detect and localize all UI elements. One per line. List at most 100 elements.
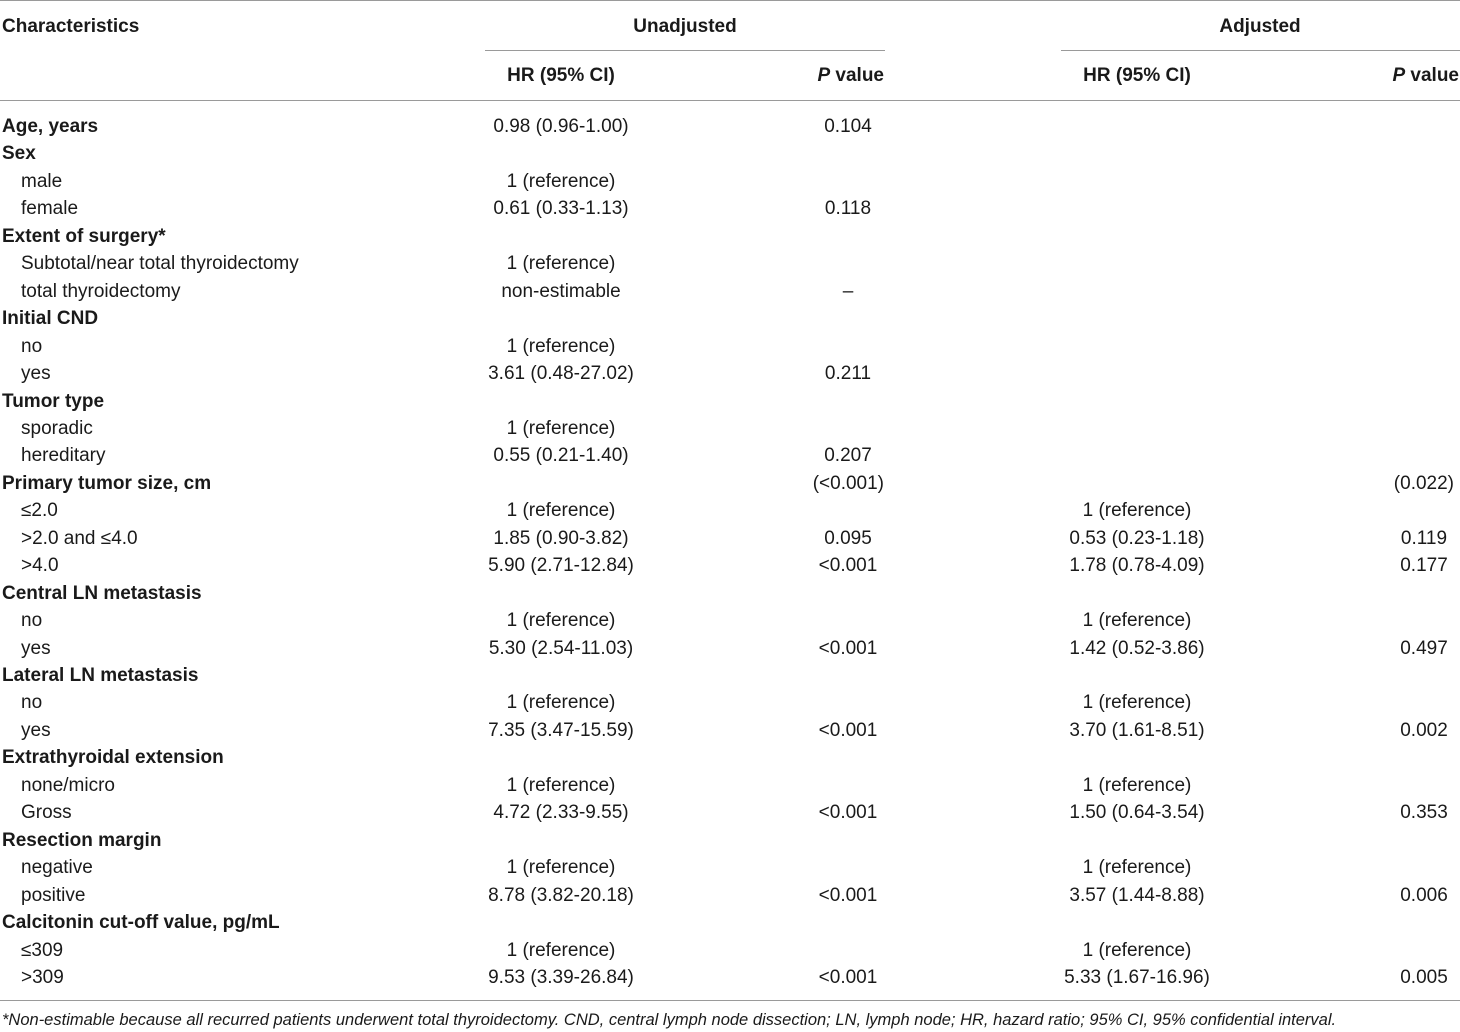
- unadjusted-hr-cell: 5.30 (2.54-11.03): [488, 637, 634, 659]
- table-bottom-rule: [0, 1000, 1460, 1001]
- row-category-label: Extrathyroidal extension: [2, 747, 224, 769]
- unadjusted-hr-cell: 0.98 (0.96-1.00): [493, 116, 629, 137]
- row-sub-label: female: [21, 198, 79, 220]
- row-category-label: Age, years: [2, 116, 99, 137]
- unadjusted-group-rule: [485, 50, 885, 51]
- adjusted-hr-cell: 1 (reference): [1082, 857, 1192, 879]
- unadjusted-hr-cell: non-estimable: [501, 280, 621, 302]
- unadjusted-hr-cell: 1 (reference): [506, 857, 616, 879]
- row-sub-label: negative: [21, 857, 93, 879]
- row-sub-label: Gross: [21, 802, 72, 824]
- adjusted-p-cell: 0.177: [1400, 555, 1448, 577]
- unadjusted-hr-cell: 9.53 (3.39-26.84): [488, 966, 634, 988]
- row-category-label: Central LN metastasis: [2, 582, 202, 604]
- row-sub-label: ≤2.0: [21, 500, 58, 522]
- row-sub-label: yes: [21, 363, 51, 385]
- adjusted-group-rule: [1061, 50, 1460, 51]
- unadjusted-p-cell: <0.001: [818, 966, 878, 988]
- row-sub-label: Subtotal/near total thyroidectomy: [21, 253, 299, 275]
- adjusted-hr-cell: 3.57 (1.44-8.88): [1069, 884, 1205, 906]
- footnote: *Non-estimable because all recurred pati…: [2, 1011, 1337, 1029]
- row-sub-label: yes: [21, 719, 51, 741]
- row-sub-label: no: [21, 335, 43, 357]
- unadjusted-p-cell: 0.095: [824, 527, 872, 549]
- unadjusted-p-cell: <0.001: [818, 637, 878, 659]
- unadjusted-hr-cell: 1 (reference): [506, 253, 616, 275]
- unadjusted-hr-cell: 0.61 (0.33-1.13): [493, 198, 629, 220]
- adjusted-p-cell: 0.006: [1400, 884, 1448, 906]
- row-sub-label: >2.0 and ≤4.0: [21, 527, 138, 549]
- unadjusted-hr-cell: 1 (reference): [506, 939, 616, 961]
- adjusted-hr-cell: 1.42 (0.52-3.86): [1069, 637, 1205, 659]
- p-letter: P: [1392, 65, 1406, 86]
- adjusted-hr-cell: 0.53 (0.23-1.18): [1069, 527, 1205, 549]
- unadjusted-hr-cell: 8.78 (3.82-20.18): [488, 884, 634, 906]
- adjusted-p-cell: (0.022): [1393, 472, 1454, 494]
- header-adjusted-p: P value: [1392, 66, 1459, 85]
- row-sub-label: total thyroidectomy: [21, 280, 181, 302]
- header-unadjusted-hr: HR (95% CI): [507, 65, 615, 86]
- row-category-label: Calcitonin cut-off value, pg/mL: [2, 912, 280, 934]
- unadjusted-hr-cell: 1 (reference): [506, 500, 616, 522]
- adjusted-p-cell: 0.002: [1400, 719, 1448, 741]
- unadjusted-hr-cell: 1 (reference): [506, 774, 616, 796]
- row-category-label: Extent of surgery*: [2, 225, 166, 247]
- unadjusted-hr-cell: 1 (reference): [506, 417, 616, 439]
- row-sub-label: hereditary: [21, 445, 106, 467]
- unadjusted-hr-cell: 1 (reference): [506, 692, 616, 714]
- row-sub-label: male: [21, 170, 63, 192]
- unadjusted-p-cell: (<0.001): [812, 472, 884, 494]
- adjusted-p-cell: 0.353: [1400, 802, 1448, 824]
- unadjusted-p-cell: –: [842, 280, 854, 302]
- row-sub-label: >4.0: [21, 555, 59, 577]
- unadjusted-p-cell: 0.104: [824, 116, 872, 137]
- unadjusted-hr-cell: 1 (reference): [506, 610, 616, 632]
- adjusted-p-cell: 0.119: [1400, 527, 1448, 549]
- unadjusted-p-cell: <0.001: [818, 719, 878, 741]
- unadjusted-hr-cell: 1 (reference): [506, 335, 616, 357]
- unadjusted-p-cell: 0.118: [824, 198, 872, 220]
- row-category-label: Primary tumor size, cm: [2, 472, 212, 494]
- row-category-label: Initial CND: [2, 308, 99, 330]
- adjusted-hr-cell: 5.33 (1.67-16.96): [1064, 966, 1210, 988]
- adjusted-hr-cell: 1.50 (0.64-3.54): [1069, 802, 1205, 824]
- unadjusted-p-cell: <0.001: [818, 802, 878, 824]
- row-sub-label: no: [21, 610, 43, 632]
- adjusted-hr-cell: 1 (reference): [1082, 610, 1192, 632]
- unadjusted-p-cell: <0.001: [818, 884, 878, 906]
- adjusted-p-cell: 0.497: [1400, 637, 1448, 659]
- p-letter: P: [817, 65, 831, 86]
- row-category-label: Sex: [2, 143, 36, 165]
- unadjusted-p-cell: <0.001: [818, 555, 878, 577]
- row-category-label: Tumor type: [2, 390, 105, 412]
- header-bottom-rule: [0, 100, 1460, 101]
- adjusted-hr-cell: 1 (reference): [1082, 939, 1192, 961]
- row-category-label: Lateral LN metastasis: [2, 665, 199, 686]
- adjusted-hr-cell: 1.78 (0.78-4.09): [1069, 555, 1205, 577]
- unadjusted-hr-cell: 4.72 (2.33-9.55): [493, 802, 629, 824]
- unadjusted-hr-cell: 3.61 (0.48-27.02): [488, 363, 634, 385]
- row-category-label: Resection margin: [2, 829, 162, 851]
- unadjusted-p-cell: 0.207: [824, 445, 872, 467]
- row-sub-label: no: [21, 692, 43, 714]
- unadjusted-hr-cell: 0.55 (0.21-1.40): [493, 445, 629, 467]
- header-unadjusted-p: P value: [817, 66, 884, 85]
- unadjusted-hr-cell: 5.90 (2.71-12.84): [488, 555, 634, 577]
- unadjusted-hr-cell: 1 (reference): [506, 170, 616, 192]
- top-rule: [0, 0, 1460, 1]
- header-characteristics: Characteristics: [2, 16, 140, 37]
- unadjusted-hr-cell: 1.85 (0.90-3.82): [493, 527, 629, 549]
- row-sub-label: positive: [21, 884, 86, 906]
- row-sub-label: ≤309: [21, 939, 64, 961]
- adjusted-p-cell: 0.005: [1400, 966, 1448, 988]
- row-sub-label: >309: [21, 966, 64, 988]
- header-adjusted: Adjusted: [1219, 16, 1301, 37]
- p-value-text: value: [830, 65, 884, 86]
- adjusted-hr-cell: 3.70 (1.61-8.51): [1069, 719, 1205, 741]
- p-value-text: value: [1405, 65, 1459, 86]
- row-sub-label: yes: [21, 637, 51, 659]
- adjusted-hr-cell: 1 (reference): [1082, 692, 1192, 714]
- header-adjusted-hr: HR (95% CI): [1083, 65, 1191, 86]
- unadjusted-p-cell: 0.211: [824, 363, 872, 385]
- adjusted-hr-cell: 1 (reference): [1082, 500, 1192, 522]
